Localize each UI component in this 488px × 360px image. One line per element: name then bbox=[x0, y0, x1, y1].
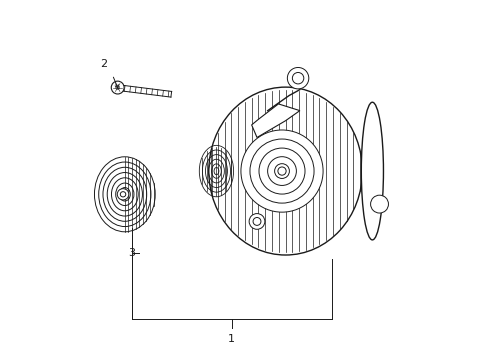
Circle shape bbox=[267, 157, 296, 185]
Circle shape bbox=[111, 81, 124, 94]
Circle shape bbox=[253, 217, 261, 225]
Polygon shape bbox=[251, 104, 299, 138]
Circle shape bbox=[241, 130, 323, 212]
Ellipse shape bbox=[120, 192, 125, 197]
Circle shape bbox=[277, 167, 285, 175]
Text: 2: 2 bbox=[100, 59, 107, 69]
Text: 1: 1 bbox=[228, 334, 235, 344]
Circle shape bbox=[259, 148, 305, 194]
Circle shape bbox=[287, 67, 308, 89]
Ellipse shape bbox=[361, 102, 383, 240]
Circle shape bbox=[292, 72, 303, 84]
Circle shape bbox=[274, 164, 289, 179]
Ellipse shape bbox=[117, 189, 128, 200]
Circle shape bbox=[248, 213, 264, 229]
Ellipse shape bbox=[370, 195, 387, 213]
Text: 3: 3 bbox=[128, 248, 135, 258]
Circle shape bbox=[249, 139, 313, 203]
